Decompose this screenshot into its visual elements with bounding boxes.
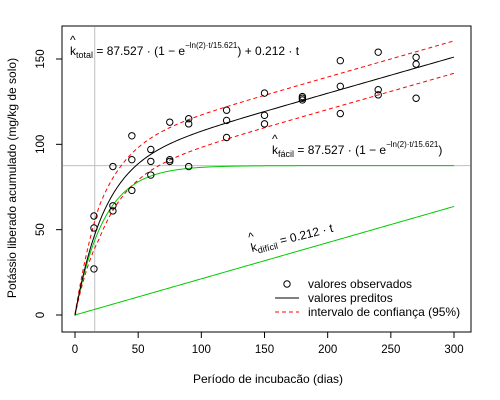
x-axis: 0 50 100 150 200 250 300 [72, 332, 464, 356]
data-point [147, 157, 155, 166]
data-point [128, 186, 136, 195]
k-dificil-annotation: kdifícil = 0.212 · t ^ [247, 221, 335, 257]
x-tick-label: 250 [381, 344, 400, 356]
y-tick-label: 0 [35, 312, 47, 318]
confidence-lower-curve [74, 72, 455, 316]
data-point [185, 162, 193, 171]
data-point [222, 106, 231, 114]
y-tick-label: 150 [35, 49, 47, 68]
data-point [90, 212, 98, 220]
legend-label-predicted: valores preditos [308, 291, 393, 305]
data-point [412, 53, 420, 61]
svg-text:kfácil = 87.527 · (1 − e−ln(2): kfácil = 87.527 · (1 − e−ln(2)·t/15.621) [272, 140, 442, 159]
k-facil-name: k [272, 143, 279, 157]
y-axis-title: Potássio liberado acumulado (mg/kg de so… [5, 58, 19, 298]
data-point [185, 115, 193, 123]
data-point [147, 145, 155, 154]
data-point [374, 91, 382, 99]
y-tick-label: 50 [35, 223, 47, 236]
svg-text:^: ^ [70, 33, 76, 47]
svg-text:kdifícil = 0.212 · t: kdifícil = 0.212 · t [249, 221, 335, 257]
observed-points [90, 48, 420, 273]
plot-frame [61, 25, 472, 333]
k-total-sub: total [76, 50, 93, 60]
data-point [298, 92, 307, 101]
x-axis-title: Período de incubacão (dias) [193, 372, 343, 386]
predicted-curve [74, 56, 455, 316]
k-facil-sub: fácil [278, 149, 294, 159]
k-dificil-curve [74, 205, 455, 316]
data-point [128, 155, 136, 164]
k-facil-curve [74, 165, 454, 316]
data-point [128, 132, 136, 140]
y-axis: 0 50 100 150 [35, 49, 62, 318]
data-point [412, 94, 420, 102]
data-point [166, 155, 174, 164]
x-tick-label: 200 [318, 344, 337, 356]
data-point [336, 57, 344, 65]
data-point [260, 89, 269, 97]
data-point [109, 162, 117, 171]
data-point [222, 116, 231, 125]
x-tick-label: 150 [255, 344, 274, 356]
confidence-upper-curve [74, 40, 455, 315]
data-point [109, 202, 117, 210]
x-tick-label: 300 [444, 344, 463, 356]
legend-label-confidence: intervalo de confiança (95%) [308, 305, 460, 319]
data-point [412, 60, 420, 68]
x-tick-label: 100 [192, 344, 211, 356]
data-point [166, 118, 174, 126]
svg-text:^: ^ [247, 229, 256, 244]
data-point [185, 120, 193, 128]
data-point [147, 171, 155, 179]
data-point [374, 86, 382, 94]
data-point [260, 120, 269, 128]
k-total-coef: 87.527 [107, 44, 144, 58]
data-point [336, 109, 344, 118]
legend: valores observados valores preditos inte… [275, 277, 460, 319]
legend-label-observed: valores observados [308, 277, 412, 291]
legend-symbol-observed [283, 280, 291, 288]
k-total-tail: + 0.212 · t [245, 44, 300, 58]
k-total-name: k [70, 44, 77, 58]
k-dificil-name: k [249, 240, 259, 255]
k-facil-annotation: kfácil = 87.527 · (1 − e−ln(2)·t/15.621)… [272, 132, 442, 159]
data-point [109, 207, 117, 215]
k-total-annotation: ktotal = 87.527 · (1 − e−ln(2)·t/15.621)… [70, 33, 300, 60]
svg-text:ktotal = 87.527 · (1 − e−ln(2): ktotal = 87.527 · (1 − e−ln(2)·t/15.621)… [70, 41, 300, 60]
data-point [260, 111, 269, 120]
k-facil-coef: 87.527 [308, 143, 345, 157]
k-facil-exp: −ln(2)·t/15.621 [386, 140, 439, 149]
k-total-exp: −ln(2)·t/15.621 [185, 41, 238, 50]
data-point [374, 48, 382, 56]
data-point [336, 82, 344, 91]
curves-layer [74, 40, 455, 316]
x-tick-label: 0 [72, 344, 78, 356]
svg-text:^: ^ [272, 132, 278, 146]
data-point [90, 224, 98, 232]
k-dificil-tail: 0.212 · t [288, 221, 335, 245]
data-point [222, 133, 231, 142]
data-point [90, 265, 98, 273]
y-tick-label: 100 [35, 135, 47, 154]
k-dificil-sub: difícil [257, 241, 279, 256]
x-tick-label: 50 [132, 344, 145, 356]
